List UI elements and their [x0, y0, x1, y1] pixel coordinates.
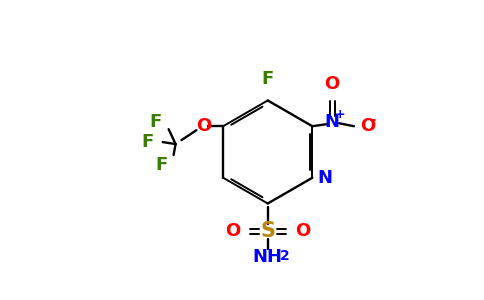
- Text: N: N: [325, 113, 340, 131]
- Text: O: O: [296, 222, 311, 240]
- Text: S: S: [260, 221, 275, 241]
- Text: 2: 2: [280, 249, 289, 263]
- Text: +: +: [335, 108, 346, 121]
- Text: F: F: [262, 70, 274, 88]
- Text: F: F: [155, 156, 167, 174]
- Text: O: O: [360, 117, 375, 135]
- Text: F: F: [150, 113, 162, 131]
- Text: O: O: [325, 74, 340, 92]
- Text: -: -: [370, 112, 376, 127]
- Text: F: F: [141, 133, 154, 151]
- Text: O: O: [196, 117, 211, 135]
- Text: N: N: [318, 169, 333, 187]
- Text: O: O: [225, 222, 240, 240]
- Text: NH: NH: [253, 248, 283, 266]
